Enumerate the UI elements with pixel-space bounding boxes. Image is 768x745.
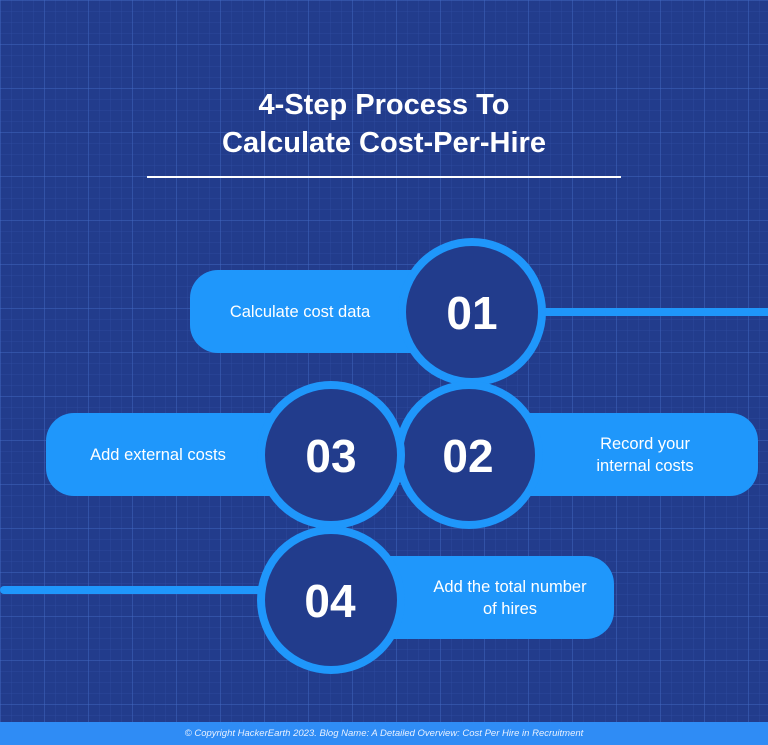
step-04-pill [360,556,614,639]
step-01-pill [190,270,440,353]
step-03-label: Add external costs [90,446,226,464]
title-line-1: 4-Step Process To [258,89,510,121]
step-02-number: 02 [442,430,494,482]
step-03-number: 03 [305,430,357,482]
step-04-ring [257,526,405,674]
step-04-number: 04 [304,575,356,627]
step-02-pill [500,413,758,496]
step-01-label: Calculate cost data [229,303,371,321]
title-line-2: Calculate Cost-Per-Hire [222,127,546,159]
title-divider [147,176,621,178]
step-01-number: 01 [446,287,498,339]
page-title: 4-Step Process To Calculate Cost-Per-Hir… [0,86,768,162]
step-04-label: Add the total number of hires [433,578,587,618]
step-03-pill [46,413,296,496]
step-02-label: Record your internal costs [596,435,694,475]
footer-copyright: © Copyright HackerEarth 2023. Blog Name:… [0,722,768,745]
step-03-ring [257,381,405,529]
